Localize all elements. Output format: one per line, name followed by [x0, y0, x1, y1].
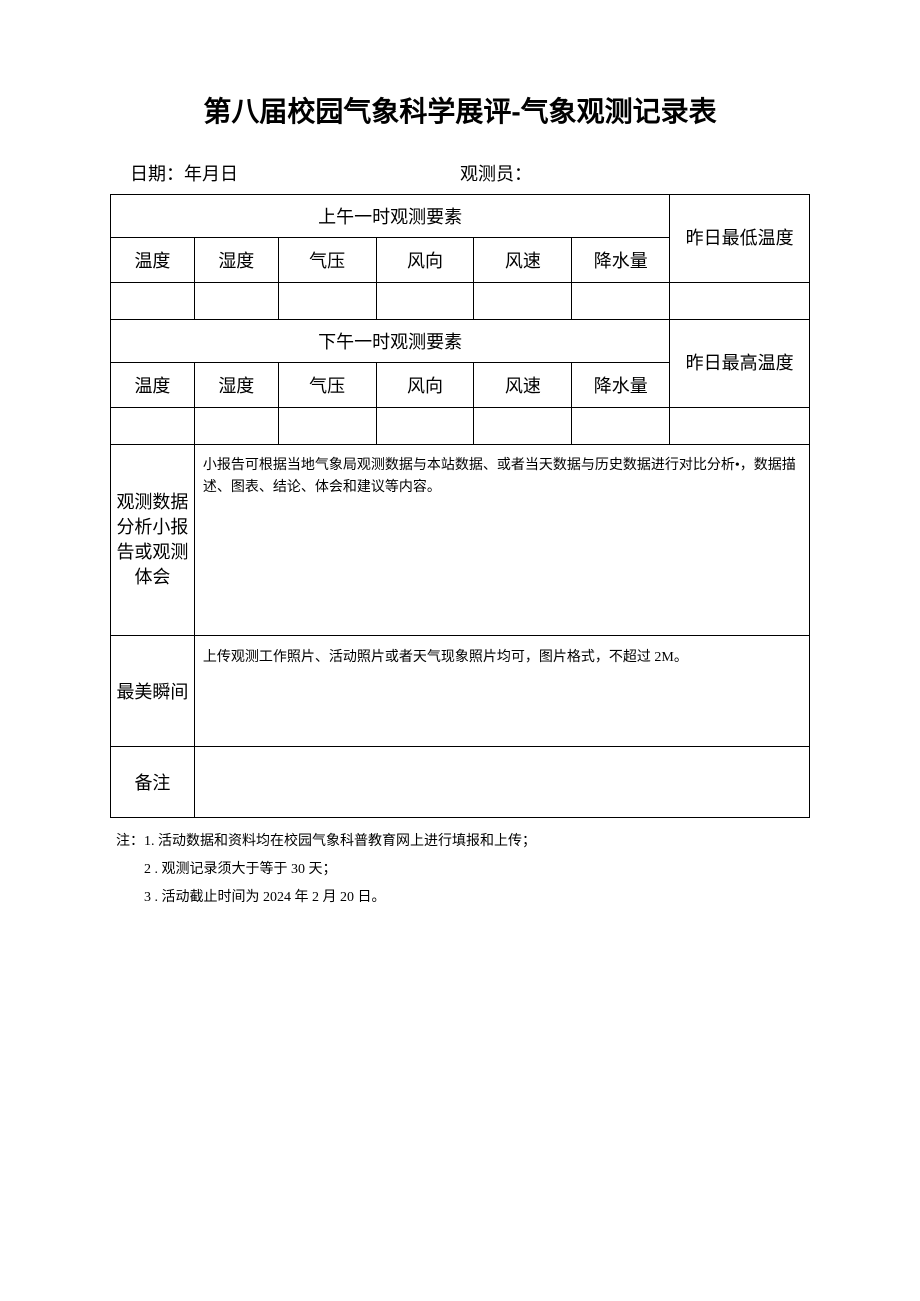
- page: 第八届校园气象科学展评-气象观测记录表 日期：年月日 观测员： 上午一时观测要素…: [0, 0, 920, 1301]
- col-humidity: 湿度: [194, 238, 278, 283]
- yesterday-low-label: 昨日最低温度: [670, 195, 810, 283]
- morning-wind-direction-value[interactable]: [376, 283, 474, 320]
- remark-label: 备注: [111, 747, 195, 818]
- col-precipitation: 降水量: [572, 238, 670, 283]
- notes: 注： 1. 活动数据和资料均在校园气象科普教育网上进行填报和上传； 2 . 观测…: [110, 828, 810, 912]
- col-pressure-pm: 气压: [278, 363, 376, 408]
- morning-precipitation-value[interactable]: [572, 283, 670, 320]
- document-title: 第八届校园气象科学展评-气象观测记录表: [110, 90, 810, 130]
- date-label: 日期：年月日: [130, 160, 430, 186]
- col-wind-speed-pm: 风速: [474, 363, 572, 408]
- afternoon-precipitation-value[interactable]: [572, 408, 670, 445]
- note-2: 2 . 观测记录须大于等于 30 天；: [116, 856, 810, 884]
- afternoon-humidity-value[interactable]: [194, 408, 278, 445]
- note-indent: [116, 884, 144, 912]
- note-prefix: 注：: [116, 828, 144, 856]
- note-indent: [116, 856, 144, 884]
- afternoon-pressure-value[interactable]: [278, 408, 376, 445]
- col-humidity-pm: 湿度: [194, 363, 278, 408]
- note-1-text: 1. 活动数据和资料均在校园气象科普教育网上进行填报和上传；: [144, 828, 536, 856]
- col-temperature: 温度: [111, 238, 195, 283]
- observation-table: 上午一时观测要素 昨日最低温度 温度 湿度 气压 风向 风速 降水量 下午一时观…: [110, 194, 810, 818]
- yesterday-high-label: 昨日最高温度: [670, 320, 810, 408]
- moment-label: 最美瞬间: [111, 636, 195, 747]
- moment-content[interactable]: 上传观测工作照片、活动照片或者天气现象照片均可，图片格式，不超过 2M。: [194, 636, 809, 747]
- note-3: 3 . 活动截止时间为 2024 年 2 月 20 日。: [116, 884, 810, 912]
- meta-row: 日期：年月日 观测员：: [110, 160, 810, 186]
- afternoon-section-header: 下午一时观测要素: [111, 320, 670, 363]
- afternoon-wind-speed-value[interactable]: [474, 408, 572, 445]
- col-precipitation-pm: 降水量: [572, 363, 670, 408]
- note-3-text: 3 . 活动截止时间为 2024 年 2 月 20 日。: [144, 884, 386, 912]
- morning-wind-speed-value[interactable]: [474, 283, 572, 320]
- morning-pressure-value[interactable]: [278, 283, 376, 320]
- remark-content[interactable]: [194, 747, 809, 818]
- morning-humidity-value[interactable]: [194, 283, 278, 320]
- col-pressure: 气压: [278, 238, 376, 283]
- analysis-label: 观测数据分析小报告或观测体会: [111, 445, 195, 636]
- note-2-text: 2 . 观测记录须大于等于 30 天；: [144, 856, 337, 884]
- col-wind-speed: 风速: [474, 238, 572, 283]
- col-wind-direction: 风向: [376, 238, 474, 283]
- observer-label: 观测员：: [460, 160, 532, 186]
- morning-temperature-value[interactable]: [111, 283, 195, 320]
- analysis-content[interactable]: 小报告可根据当地气象局观测数据与本站数据、或者当天数据与历史数据进行对比分析•，…: [194, 445, 809, 636]
- yesterday-low-value[interactable]: [670, 283, 810, 320]
- afternoon-wind-direction-value[interactable]: [376, 408, 474, 445]
- col-wind-direction-pm: 风向: [376, 363, 474, 408]
- col-temperature-pm: 温度: [111, 363, 195, 408]
- morning-section-header: 上午一时观测要素: [111, 195, 670, 238]
- note-1: 注： 1. 活动数据和资料均在校园气象科普教育网上进行填报和上传；: [116, 828, 810, 856]
- afternoon-temperature-value[interactable]: [111, 408, 195, 445]
- yesterday-high-value[interactable]: [670, 408, 810, 445]
